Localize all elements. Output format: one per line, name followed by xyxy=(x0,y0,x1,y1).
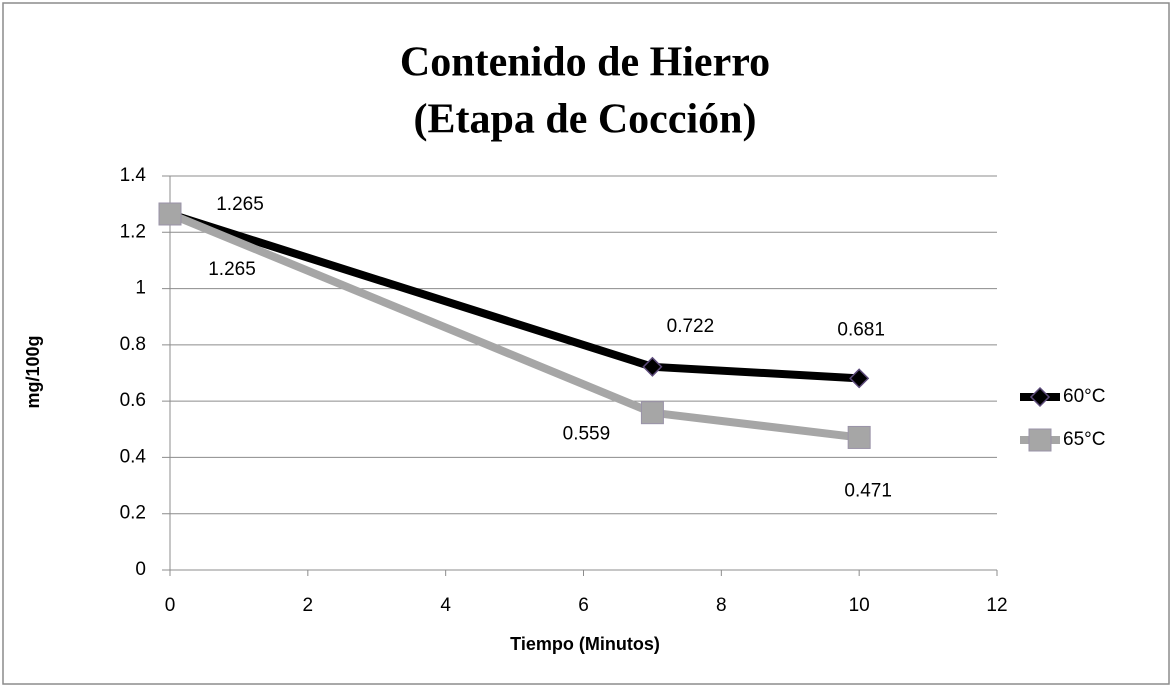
legend-label: 65°C xyxy=(1063,429,1105,450)
marker xyxy=(642,356,663,377)
x-axis-label: Tiempo (Minutos) xyxy=(510,634,660,654)
chart-title: Contenido de Hierro xyxy=(400,40,770,86)
y-tick-label: 0.4 xyxy=(120,446,147,467)
legend-marker xyxy=(1028,428,1052,452)
y-axis-label: mg/100g xyxy=(23,335,43,408)
y-tick-label: 0 xyxy=(135,559,146,580)
legend-marker xyxy=(1029,386,1051,408)
y-tick-label: 1 xyxy=(135,278,146,299)
x-tick-label: 2 xyxy=(303,595,314,616)
x-tick-label: 12 xyxy=(986,595,1007,616)
marker xyxy=(849,368,870,389)
x-tick-label: 10 xyxy=(849,595,870,616)
data-label: 0.681 xyxy=(837,319,885,340)
data-label: 0.471 xyxy=(844,480,892,501)
data-label: 0.722 xyxy=(667,316,715,337)
marker xyxy=(158,202,182,226)
legend-label: 60°C xyxy=(1063,386,1105,407)
y-tick-label: 0.2 xyxy=(120,503,146,524)
y-tick-label: 0.8 xyxy=(120,334,146,355)
y-tick-label: 1.2 xyxy=(120,221,146,242)
y-tick-label: 0.6 xyxy=(120,390,146,411)
chart-title: (Etapa de Cocción) xyxy=(414,97,757,143)
data-label: 0.559 xyxy=(563,424,611,445)
data-label: 1.265 xyxy=(208,259,256,280)
x-tick-label: 0 xyxy=(165,595,176,616)
x-tick-label: 4 xyxy=(440,595,451,616)
marker xyxy=(640,401,664,425)
x-tick-label: 8 xyxy=(716,595,727,616)
x-tick-label: 6 xyxy=(578,595,589,616)
y-tick-label: 1.4 xyxy=(120,165,147,186)
marker xyxy=(847,425,871,449)
data-label: 1.265 xyxy=(216,194,264,215)
